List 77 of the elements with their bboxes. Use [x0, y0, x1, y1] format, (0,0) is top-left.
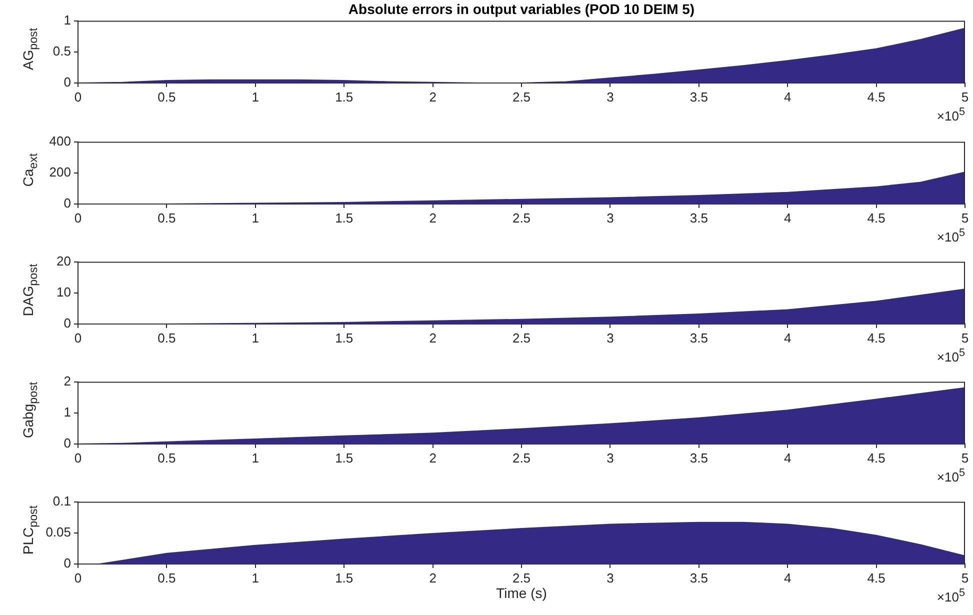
x-tick-label: 4.5 — [867, 330, 886, 346]
x-tick-label: 1 — [252, 450, 260, 466]
x-tick-label: 0 — [74, 210, 82, 226]
x-tick-label: 2.5 — [512, 89, 531, 104]
x-tick-label: 1.5 — [335, 330, 354, 346]
x-tick-label: 2 — [429, 210, 436, 226]
y-tick-label: 0 — [64, 556, 71, 571]
x-tick-label: 0 — [74, 450, 82, 466]
y-tick-label: 0 — [64, 196, 71, 211]
x-tick-label: 3 — [606, 210, 614, 226]
x-tick-label: 2.5 — [512, 450, 531, 466]
y-tick-label: 0 — [64, 74, 71, 90]
x-tick-label: 5 — [961, 330, 969, 346]
x-tick-label: 1.5 — [335, 450, 354, 466]
x-tick-label: 2.5 — [512, 210, 531, 226]
x-tick-label: 4 — [784, 450, 792, 466]
y-tick-label: 400 — [49, 133, 71, 148]
x-tick-label: 4 — [784, 570, 792, 586]
x-tick-label: 1 — [252, 89, 260, 104]
x-tick-label: 4 — [784, 89, 792, 104]
text: ×10$^{5}$ — [936, 106, 965, 124]
x-tick-label: 4.5 — [867, 210, 886, 226]
y-tick-label: 1 — [64, 12, 71, 28]
y-tick-label: 10 — [56, 284, 71, 300]
x-tick-label: 1.5 — [335, 210, 354, 226]
text: ×10$^{5}$ — [936, 587, 965, 604]
x-tick-label: 5 — [961, 450, 969, 466]
x-tick-label: 2 — [429, 330, 436, 346]
x-tick-label: 0.5 — [158, 330, 176, 346]
y-tick-label: 200 — [49, 164, 71, 180]
x-tick-label: 1.5 — [335, 89, 354, 104]
y-tick-label: 0.1 — [52, 493, 71, 508]
x-tick-label: 0.5 — [158, 210, 176, 226]
x-tick-label: 4.5 — [867, 570, 886, 586]
y-tick-label: 0.5 — [52, 43, 71, 58]
x-tick-label: 3 — [606, 450, 614, 466]
y-tick-label: 2 — [64, 373, 71, 388]
x-tick-label: 1 — [252, 570, 260, 586]
text: ×10$^{5}$ — [936, 347, 965, 364]
x-tick-label: 3 — [606, 330, 614, 346]
x-tick-label: 3 — [606, 570, 614, 586]
x-tick-label: 0 — [74, 330, 82, 346]
x-tick-label: 5 — [961, 89, 969, 104]
x-axis-title: Time (s) — [496, 585, 547, 601]
x-tick-label: 4.5 — [867, 450, 886, 466]
x-tick-label: 0 — [74, 89, 82, 104]
x-tick-label: 3.5 — [690, 450, 708, 466]
x-tick-label: 3.5 — [690, 330, 708, 346]
x-tick-label: 2 — [429, 450, 436, 466]
x-tick-label: 2 — [429, 570, 436, 586]
x-tick-label: 2.5 — [512, 570, 531, 586]
x-tick-label: 0.5 — [158, 89, 176, 104]
y-tick-label: 0 — [64, 316, 71, 331]
x-tick-label: 0.5 — [158, 450, 176, 466]
x-tick-label: 5 — [961, 210, 969, 226]
text: ×10$^{5}$ — [936, 467, 965, 484]
x-tick-label: 0 — [74, 570, 82, 586]
x-tick-label: 3.5 — [690, 210, 708, 226]
y-tick-label: 20 — [56, 253, 71, 268]
x-tick-label: 1 — [252, 330, 260, 346]
x-tick-label: 4 — [784, 330, 792, 346]
x-tick-label: 2.5 — [512, 330, 531, 346]
x-tick-label: 5 — [961, 570, 969, 586]
x-tick-label: 4.5 — [867, 89, 886, 104]
y-tick-label: 0 — [64, 436, 71, 451]
x-tick-label: 3.5 — [690, 570, 708, 586]
chart-title: Absolute errors in output variables (POD 10 DEIM 5) — [347, 1, 696, 17]
x-tick-label: 1.5 — [335, 570, 354, 586]
x-tick-label: 3.5 — [690, 89, 708, 104]
text: ×10$^{5}$ — [936, 227, 965, 244]
x-tick-label: 1 — [252, 210, 260, 226]
x-tick-label: 2 — [429, 89, 436, 104]
y-tick-label: 1 — [64, 404, 71, 420]
x-tick-label: 0.5 — [158, 570, 176, 586]
x-tick-label: 3 — [606, 89, 614, 104]
x-tick-label: 4 — [784, 210, 792, 226]
y-tick-label: 0.05 — [46, 524, 71, 540]
